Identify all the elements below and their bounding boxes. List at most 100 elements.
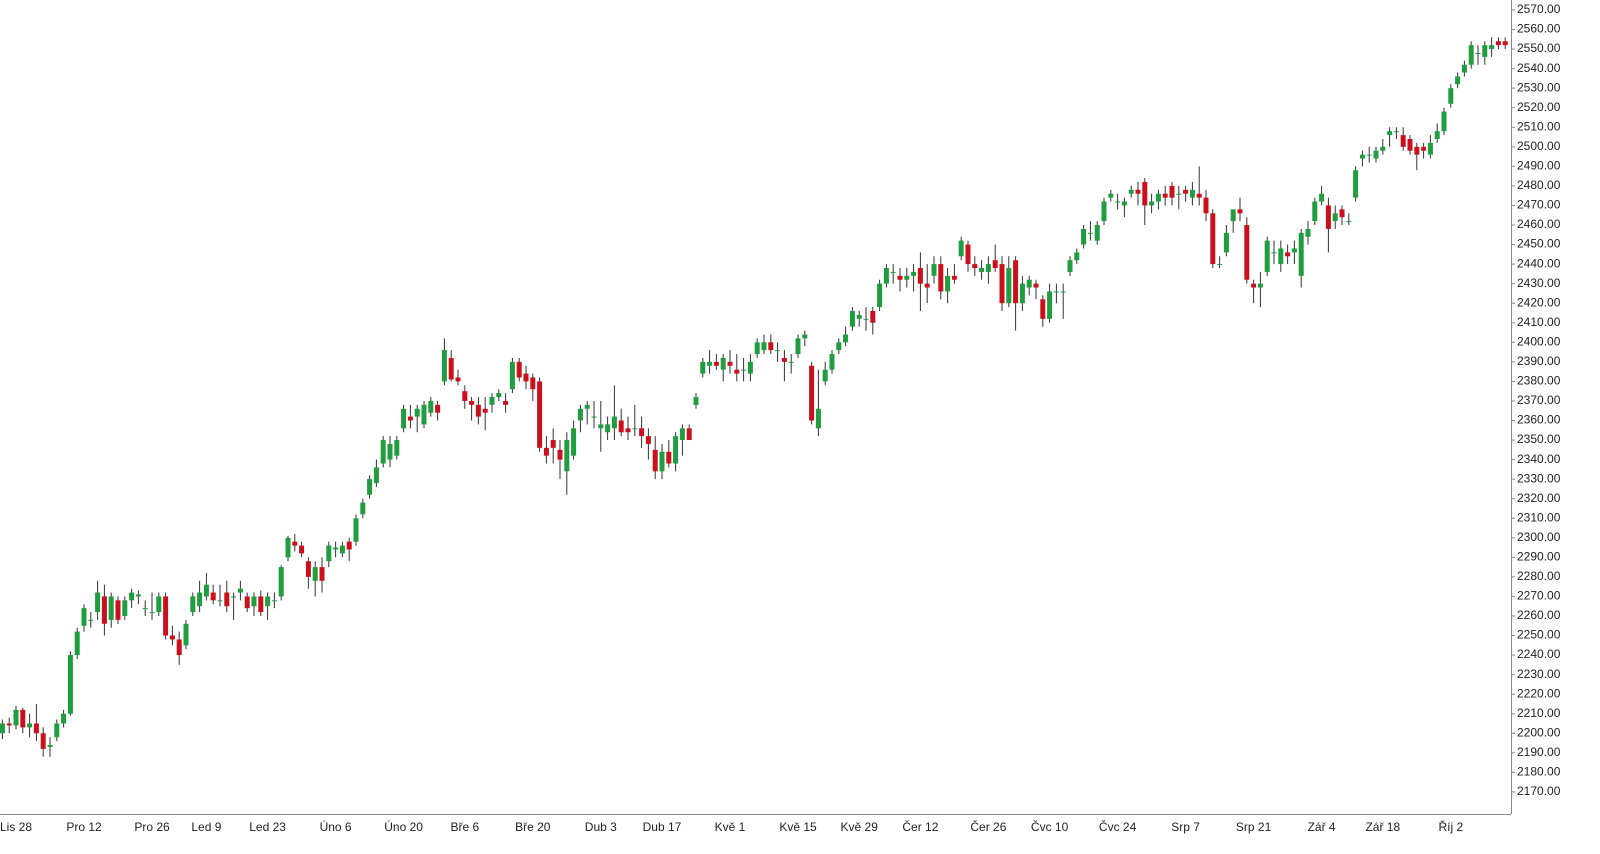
x-tick-label: Dub 17 <box>643 820 682 834</box>
x-tick-label: Čvc 10 <box>1031 819 1069 834</box>
candle-body <box>645 436 651 444</box>
candle-body <box>292 541 298 546</box>
candle-body <box>176 639 182 656</box>
candle-body <box>1441 111 1447 132</box>
y-tick-label: 2290.00 <box>1517 549 1561 563</box>
candle-body <box>1067 260 1073 272</box>
candle-body <box>1196 193 1202 198</box>
candle-body <box>1373 150 1379 159</box>
candle-body <box>1142 181 1148 206</box>
candle-body <box>1006 268 1012 304</box>
candle-body <box>115 600 121 620</box>
candle-body <box>101 596 107 624</box>
y-tick-label: 2360.00 <box>1517 413 1561 427</box>
candle-body <box>768 342 774 351</box>
candle-body <box>190 596 196 613</box>
candle-body <box>523 373 529 382</box>
candle-body <box>781 357 787 362</box>
candle-body <box>1407 138 1413 151</box>
y-tick-label: 2400.00 <box>1517 334 1561 348</box>
y-tick-label: 2210.00 <box>1517 706 1561 720</box>
candle-body <box>707 361 713 366</box>
y-tick-label: 2320.00 <box>1517 491 1561 505</box>
candle-body <box>503 400 509 405</box>
x-tick-label: Dub 3 <box>585 820 617 834</box>
candle-body <box>333 547 339 550</box>
candle-body <box>1339 209 1345 218</box>
y-tick-label: 2260.00 <box>1517 608 1561 622</box>
candle-body <box>149 612 155 614</box>
candle-body <box>1285 252 1291 257</box>
candle-body <box>299 545 305 554</box>
candle-body <box>40 733 46 749</box>
candle-body <box>754 342 760 355</box>
y-tick-label: 2550.00 <box>1517 41 1561 55</box>
candle-body <box>822 369 828 382</box>
candle-body <box>1359 154 1365 159</box>
x-tick-label: Zář 4 <box>1308 820 1336 834</box>
candle-body <box>1189 189 1195 198</box>
candle-body <box>618 420 624 433</box>
candle-body <box>883 268 889 284</box>
x-tick-label: Led 23 <box>249 820 286 834</box>
candle-body <box>938 264 944 292</box>
candle-body <box>1033 283 1039 288</box>
candle-body <box>360 502 366 515</box>
candle-body <box>537 381 543 448</box>
candle-body <box>346 541 352 550</box>
y-tick-label: 2350.00 <box>1517 432 1561 446</box>
candle-body <box>1251 283 1257 288</box>
candle-body <box>509 361 515 390</box>
candle-body <box>992 260 998 269</box>
candle-body <box>1047 291 1053 319</box>
candle-body <box>1183 189 1189 194</box>
candle-body <box>33 723 39 734</box>
candle-body <box>761 342 767 351</box>
candle-body <box>1291 248 1297 253</box>
candle-body <box>401 408 407 429</box>
candle-body <box>237 588 243 593</box>
x-tick-label: Srp 21 <box>1236 820 1272 834</box>
candle-body <box>1393 131 1399 133</box>
candle-body <box>0 723 5 734</box>
candle-body <box>312 567 318 581</box>
candle-body <box>1081 228 1087 245</box>
candle-body <box>1312 201 1318 222</box>
candle-body <box>1461 64 1467 73</box>
x-tick-label: Bře 6 <box>450 820 479 834</box>
candle-body <box>1074 252 1080 261</box>
candle-body <box>1448 88 1454 104</box>
candle-body <box>1162 193 1168 198</box>
candle-body <box>904 275 910 280</box>
candle-body <box>931 264 937 276</box>
candle-body <box>462 391 468 401</box>
candle-body <box>625 428 631 433</box>
candle-body <box>1400 135 1406 147</box>
candle-body <box>1298 232 1304 276</box>
y-tick-label: 2440.00 <box>1517 256 1561 270</box>
candle-body <box>591 416 597 418</box>
candle-body <box>387 443 393 460</box>
candle-body <box>659 451 665 472</box>
candle-body <box>1271 252 1277 254</box>
candle-body <box>1237 209 1243 214</box>
candle-body <box>686 428 692 441</box>
candle-body <box>1108 193 1114 198</box>
candle-body <box>1475 52 1481 54</box>
candle-body <box>27 723 33 728</box>
candle-body <box>958 240 964 257</box>
candle-body <box>836 342 842 351</box>
candle-body <box>999 264 1005 304</box>
x-tick-label: Říj 2 <box>1438 819 1463 834</box>
candle-body <box>1257 283 1263 288</box>
candle-body <box>843 334 849 343</box>
candle-body <box>482 408 488 413</box>
candle-body <box>353 518 359 542</box>
candle-body <box>1155 193 1161 202</box>
y-tick-label: 2470.00 <box>1517 198 1561 212</box>
candle-body <box>278 567 284 597</box>
candle-body <box>795 338 801 355</box>
candle-body <box>972 264 978 269</box>
candle-body <box>666 451 672 464</box>
